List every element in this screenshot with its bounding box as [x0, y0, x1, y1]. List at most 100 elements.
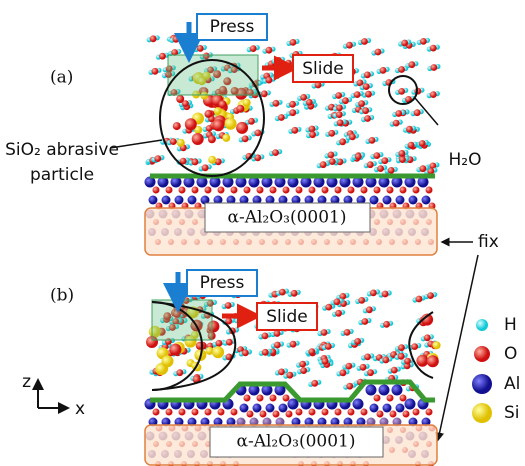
atom	[225, 302, 232, 309]
atom	[370, 290, 377, 297]
atom	[291, 290, 298, 297]
press-label: Press	[200, 273, 245, 293]
atom	[405, 399, 416, 410]
atom	[255, 130, 262, 137]
atom	[231, 409, 238, 416]
atom	[257, 395, 264, 402]
atom	[427, 355, 439, 367]
atom	[274, 342, 281, 349]
atom	[336, 105, 343, 112]
atom	[212, 119, 224, 131]
atom	[422, 196, 431, 205]
atom	[279, 404, 288, 413]
atom	[205, 409, 212, 416]
atom	[152, 68, 159, 75]
atom	[321, 329, 328, 336]
atom	[300, 94, 307, 101]
atom	[222, 134, 230, 142]
water-label: H₂O	[449, 150, 482, 170]
atom	[413, 187, 420, 194]
atom	[177, 369, 184, 376]
atom	[192, 187, 199, 194]
atom	[218, 187, 225, 194]
atom	[382, 157, 389, 164]
atom	[325, 304, 332, 311]
atom	[361, 409, 368, 416]
atom	[309, 131, 316, 138]
atom	[399, 150, 406, 157]
particle-label: SiO₂ abrasive	[5, 140, 119, 160]
atom	[404, 358, 411, 365]
atom	[153, 187, 160, 194]
atom	[261, 90, 268, 97]
atom	[416, 296, 423, 303]
atom	[409, 61, 416, 68]
atom	[413, 409, 420, 416]
atom	[419, 140, 426, 147]
atom	[393, 120, 400, 127]
atom	[214, 107, 222, 115]
atom	[240, 404, 249, 413]
atom	[322, 187, 329, 194]
atom	[374, 395, 381, 402]
atom	[335, 310, 342, 317]
atom	[166, 187, 173, 194]
atom	[427, 292, 434, 299]
atom	[408, 142, 415, 149]
atom	[411, 343, 418, 350]
atom	[398, 88, 405, 95]
atom	[325, 343, 332, 350]
atom	[380, 67, 387, 74]
legend-atom	[474, 346, 490, 362]
atom	[353, 399, 364, 410]
atom	[364, 354, 371, 361]
atom	[192, 409, 199, 416]
atom	[289, 109, 296, 116]
atom	[266, 77, 273, 84]
atom	[208, 156, 216, 164]
atom	[208, 135, 216, 143]
atom	[274, 330, 281, 337]
atom	[379, 385, 390, 396]
atom	[272, 149, 279, 156]
atom	[236, 122, 248, 134]
atom	[262, 349, 269, 356]
atom	[390, 411, 397, 418]
atom	[283, 395, 290, 402]
atom	[367, 369, 374, 376]
atom	[374, 187, 381, 194]
atom	[289, 101, 296, 108]
atom	[361, 38, 368, 45]
atom	[285, 60, 292, 67]
atom	[216, 340, 223, 347]
press-label: Press	[210, 17, 255, 37]
atom	[329, 158, 336, 165]
atom	[369, 137, 376, 144]
atom	[242, 135, 249, 142]
atom	[383, 321, 390, 328]
atom	[414, 109, 421, 116]
atom	[155, 155, 162, 162]
atom	[247, 411, 254, 418]
atom	[179, 187, 186, 194]
substrate-label: α-Al₂O₃(0001)	[236, 432, 355, 452]
atom	[296, 409, 303, 416]
atom	[391, 367, 398, 374]
atom	[433, 341, 441, 349]
atom	[364, 72, 371, 79]
atom	[273, 100, 280, 107]
atom	[395, 110, 402, 117]
atom	[179, 409, 186, 416]
atom	[400, 395, 407, 402]
atom	[344, 329, 351, 336]
atom	[339, 138, 346, 145]
atom	[430, 45, 437, 52]
atom	[197, 45, 204, 52]
atom	[322, 358, 329, 365]
atom	[236, 105, 244, 113]
figure: (a) Press Slide α-Al₂O₃(0001) H₂O SiO₂ a…	[0, 0, 525, 466]
atom	[185, 118, 197, 130]
atom	[278, 114, 285, 121]
atom	[162, 196, 171, 205]
atom	[424, 334, 431, 341]
